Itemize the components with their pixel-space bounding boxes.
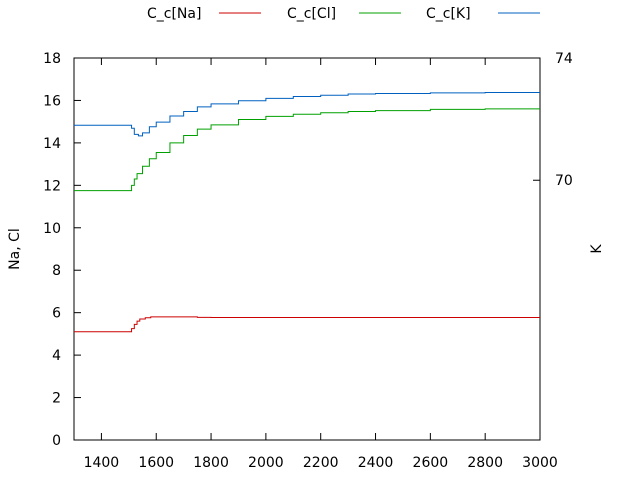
series-line-c-c-k	[74, 92, 540, 137]
x-tick-label: 2000	[248, 455, 284, 471]
y-tick-label: 10	[43, 221, 61, 237]
y-tick-label: 12	[43, 178, 61, 194]
y2-tick-label: 74	[555, 51, 573, 67]
legend-label-c-c-na: C_c[Na]	[147, 6, 201, 22]
series-line-c-c-na	[74, 316, 540, 333]
y-tick-label: 4	[52, 348, 61, 364]
y-tick-label: 2	[52, 391, 61, 407]
x-tick-label: 2800	[467, 455, 503, 471]
y-tick-label: 8	[52, 263, 61, 279]
y-tick-label: 16	[43, 93, 61, 109]
y-tick-label: 18	[43, 51, 61, 67]
y2-tick-label: 70	[555, 173, 573, 189]
y-tick-label: 6	[52, 306, 61, 322]
x-tick-label: 2400	[358, 455, 394, 471]
x-tick-label: 1800	[193, 455, 229, 471]
y-tick-label: 14	[43, 136, 61, 152]
x-tick-label: 1400	[84, 455, 120, 471]
x-tick-label: 3000	[522, 455, 558, 471]
x-tick-label: 1600	[138, 455, 174, 471]
x-tick-label: 2600	[413, 455, 449, 471]
x-tick-label: 2200	[303, 455, 339, 471]
legend-label-c-c-k: C_c[K]	[426, 6, 471, 22]
legend-label-c-c-cl: C_c[Cl]	[287, 6, 336, 22]
series-line-c-c-cl	[74, 108, 540, 192]
plot-frame	[73, 57, 541, 441]
y2-axis-label: K	[589, 244, 605, 254]
y-tick-label: 0	[52, 433, 61, 449]
y-axis-label: Na, Cl	[7, 228, 23, 270]
